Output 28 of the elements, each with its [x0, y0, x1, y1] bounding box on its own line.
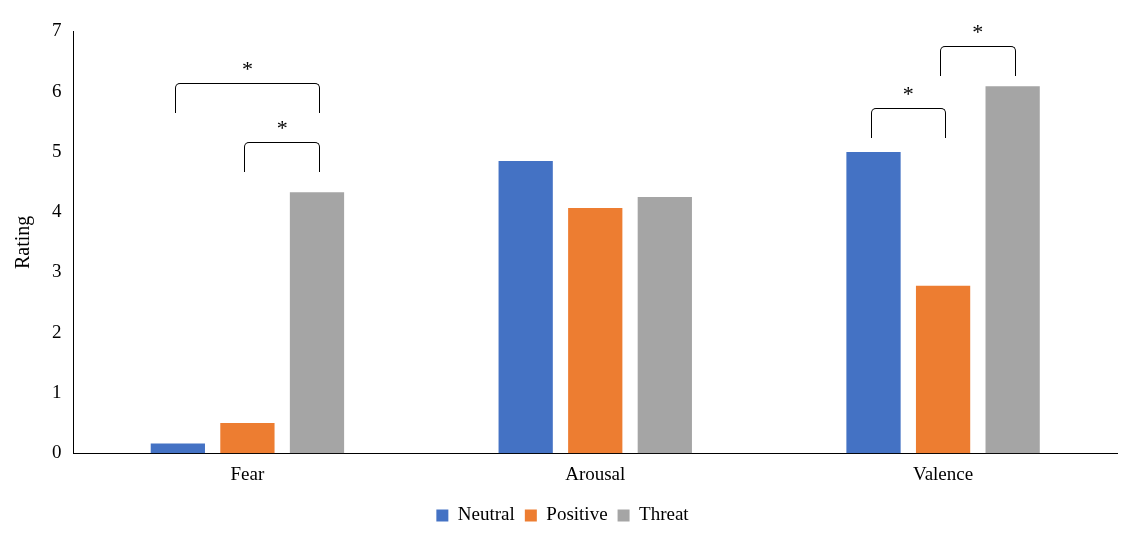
y-tick-label: 2: [52, 320, 62, 342]
bar: [846, 151, 901, 454]
bar: [498, 160, 553, 454]
legend-label: Neutral: [457, 503, 515, 525]
x-tick-label: Fear: [230, 462, 265, 484]
y-axis-title: Rating: [11, 215, 35, 269]
bar: [150, 443, 205, 454]
legend-label: Positive: [546, 503, 608, 525]
bar: [289, 192, 345, 454]
legend-label: Threat: [639, 503, 690, 525]
x-tick-label: Valence: [913, 462, 974, 484]
bar: [568, 207, 623, 454]
bar: [637, 197, 692, 454]
x-tick-label: Arousal: [565, 462, 626, 484]
bar: [915, 285, 971, 454]
y-tick-label: 5: [52, 139, 62, 161]
bar: [220, 423, 275, 454]
bar: [985, 86, 1040, 454]
y-tick-label: 6: [52, 79, 62, 101]
annotation: *: [901, 80, 915, 106]
y-tick-label: 0: [52, 441, 62, 463]
y-tick-label: 4: [52, 200, 62, 222]
annotation: *: [275, 114, 289, 140]
annotation: *: [971, 19, 985, 45]
y-tick-label: 7: [52, 19, 62, 41]
y-tick-label: 3: [52, 260, 62, 282]
annotation: *: [240, 55, 254, 81]
y-tick-label: 1: [52, 380, 62, 402]
